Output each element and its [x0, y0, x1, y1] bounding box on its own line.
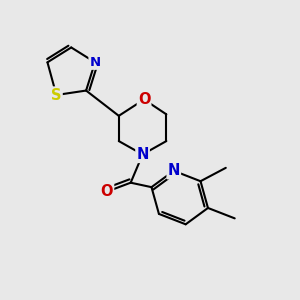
Text: S: S [51, 88, 62, 103]
Text: O: O [138, 92, 150, 107]
Text: O: O [101, 184, 113, 199]
Text: N: N [136, 147, 149, 162]
Text: N: N [89, 56, 100, 69]
Text: N: N [168, 163, 180, 178]
